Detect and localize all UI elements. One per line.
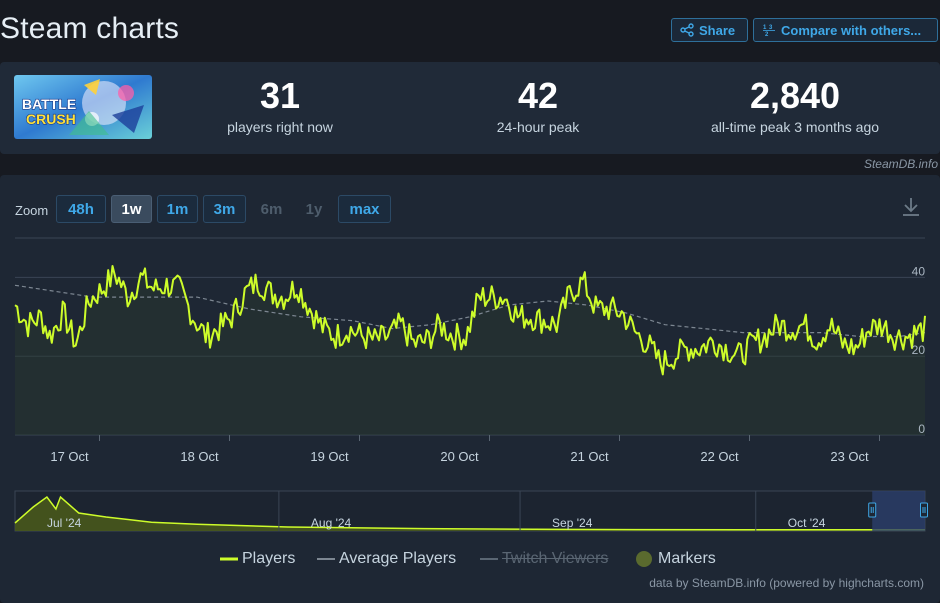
players-legend-icon [220, 557, 238, 561]
stat-value: 2,840 [749, 75, 841, 116]
stats-bar: BATTLE CRUSH 31 players right now 42 24-… [0, 62, 940, 154]
navigator-month-label: Oct '24 [788, 516, 826, 530]
chart-panel [0, 175, 940, 603]
stat-label: 24-hour peak [496, 119, 580, 135]
download-button[interactable] [901, 196, 921, 223]
page-title: Steam charts [0, 12, 180, 45]
list-numbers-icon: 1 3 2 [763, 25, 775, 37]
legend-average-label: Average Players [339, 550, 457, 567]
x-tick-label: 22 Oct [700, 449, 739, 464]
compare-button[interactable]: 1 3 2 Compare with others... [753, 18, 938, 42]
zoom-max-button[interactable]: max [338, 195, 391, 223]
stat-label: all-time peak 3 months ago [710, 119, 880, 135]
download-icon [903, 198, 919, 216]
stat-label: players right now [227, 119, 333, 135]
zoom-1m-button[interactable]: 1m [157, 195, 198, 223]
logo-text-crush: CRUSH [26, 111, 76, 127]
zoom-48h-button[interactable]: 48h [56, 195, 106, 223]
players-area [15, 266, 925, 435]
average-legend-icon [317, 558, 335, 560]
x-tick-label: 20 Oct [440, 449, 479, 464]
x-tick-label: 21 Oct [570, 449, 609, 464]
footer-credit: data by SteamDB.info (powered by highcha… [649, 576, 924, 590]
share-label: Share [699, 22, 736, 38]
x-tick-label: 17 Oct [50, 449, 89, 464]
legend-twitch-label: Twitch Viewers [502, 550, 609, 567]
steamdb-credit: SteamDB.info [863, 157, 938, 171]
svg-text:3: 3 [769, 25, 773, 31]
stat-value: 42 [517, 75, 559, 116]
zoom-3m-button[interactable]: 3m [203, 195, 246, 223]
legend-markers-label: Markers [658, 550, 716, 567]
stat-24h-peak: 42 24-hour peak [448, 75, 628, 136]
zoom-1y-button: 1y [305, 200, 323, 218]
twitch-legend-icon [480, 558, 498, 560]
svg-text:1: 1 [763, 25, 767, 31]
navigator-selection[interactable] [872, 491, 925, 531]
navigator-month-label: Jul '24 [47, 516, 82, 530]
navigator-month-label: Sep '24 [552, 516, 593, 530]
y-tick-label: 0 [918, 422, 925, 436]
logo-text-battle: BATTLE [22, 96, 76, 112]
x-tick-label: 23 Oct [830, 449, 869, 464]
zoom-label: Zoom [15, 203, 49, 218]
y-tick-label: 40 [912, 264, 926, 278]
stat-all-time-peak: 2,840 all-time peak 3 months ago [680, 75, 910, 136]
navigator-handle[interactable] [920, 502, 928, 518]
y-tick-label: 20 [912, 343, 926, 357]
navigator[interactable]: Jul '24 Aug '24 Sep '24 Oct '24 [14, 490, 928, 532]
zoom-1w-button[interactable]: 1w [111, 195, 152, 223]
stat-value: 31 [259, 75, 301, 116]
legend-average[interactable]: Average Players [317, 550, 456, 568]
legend-players-label: Players [242, 550, 296, 567]
share-icon [680, 23, 694, 37]
game-logo[interactable]: BATTLE CRUSH [14, 75, 152, 139]
svg-text:2: 2 [765, 32, 769, 37]
navigator-line [14, 495, 925, 531]
legend-players[interactable]: Players [220, 550, 295, 568]
players-line [14, 265, 926, 376]
compare-label: Compare with others... [781, 22, 922, 38]
zoom-6m-button: 6m [260, 200, 283, 218]
stat-current-players: 31 players right now [190, 75, 370, 136]
navigator-handle[interactable] [868, 502, 877, 518]
navigator-area [15, 497, 925, 531]
navigator-month-label: Aug '24 [311, 516, 352, 530]
legend-twitch[interactable]: Twitch Viewers [480, 550, 608, 568]
share-button[interactable]: Share [671, 18, 748, 42]
x-tick-label: 18 Oct [180, 449, 219, 464]
markers-legend-icon [636, 551, 652, 567]
legend-markers[interactable]: Markers [635, 550, 716, 568]
x-tick-label: 19 Oct [310, 449, 349, 464]
